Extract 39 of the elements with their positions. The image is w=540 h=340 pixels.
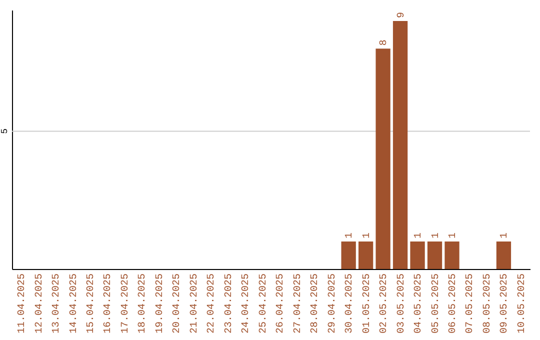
x-tick-label: 14.04.2025 [68,274,80,334]
x-tick-label: 28.04.2025 [310,274,322,334]
x-tick-label: 05.05.2025 [430,274,442,334]
x-tick-label: 21.04.2025 [189,274,200,334]
x-tick-label: 25.04.2025 [258,274,270,334]
x-tick-label: 23.04.2025 [224,274,235,334]
x-tick-label: 22.04.2025 [206,274,218,334]
x-tick-label: 16.04.2025 [103,274,114,334]
x-tick-label: 11.04.2025 [17,274,28,334]
data-label: 9 [396,12,408,18]
x-tick-label: 19.04.2025 [154,274,166,334]
x-tick-label: 04.05.2025 [414,274,425,334]
data-label: 1 [430,232,442,238]
data-label: 1 [362,232,373,238]
data-label: 8 [379,40,390,46]
data-label: 1 [414,232,425,238]
x-tick-label: 20.04.2025 [172,274,184,334]
x-tick-label: 26.04.2025 [276,274,287,334]
x-tick-label: 08.05.2025 [482,274,494,334]
data-label: 1 [500,232,511,238]
data-label: 1 [448,232,459,238]
x-tick-label: 09.05.2025 [500,274,511,334]
ref-line-label: 5 [0,128,10,134]
x-tick-label: 30.04.2025 [344,274,356,334]
x-tick-label: 01.05.2025 [362,274,373,334]
x-tick-label: 24.04.2025 [241,274,252,334]
x-tick-label: 17.04.2025 [120,274,132,334]
x-tick-label: 02.05.2025 [379,274,390,334]
x-tick-label: 06.05.2025 [448,274,459,334]
x-tick-label: 12.04.2025 [34,274,46,334]
x-tick-label: 13.04.2025 [52,274,63,334]
x-tick-label: 27.04.2025 [292,274,304,334]
x-tick-label: 18.04.2025 [138,274,149,334]
data-label: 1 [344,232,356,238]
x-tick-label: 29.04.2025 [327,274,338,334]
x-tick-label: 07.05.2025 [465,274,476,334]
x-tick-label: 15.04.2025 [86,274,97,334]
x-tick-label: 03.05.2025 [396,274,408,334]
x-tick-label: 10.05.2025 [516,274,528,334]
